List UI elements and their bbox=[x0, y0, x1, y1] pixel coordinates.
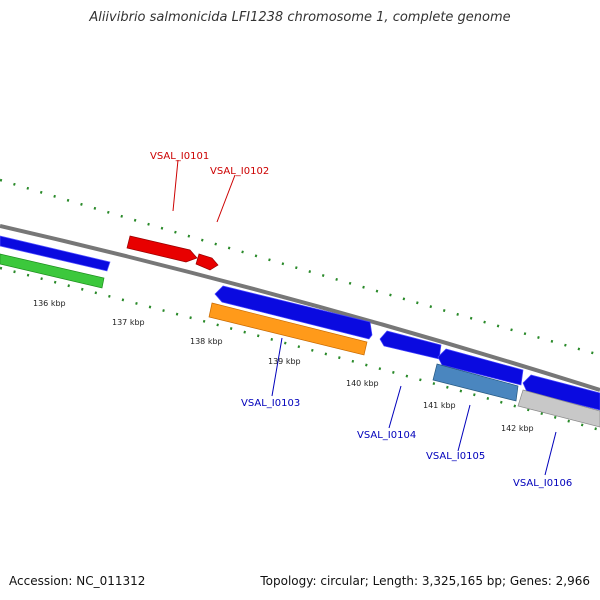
gene-labels: VSAL_I0101 VSAL_I0102 VSAL_I0103 VSAL_I0… bbox=[150, 151, 572, 489]
label-leaders bbox=[172, 159, 557, 476]
gene-vsal-i0104[interactable] bbox=[379, 330, 442, 360]
gene-label-vsal-i0101[interactable]: VSAL_I0101 bbox=[150, 151, 209, 162]
gene-blue-0103[interactable] bbox=[214, 285, 373, 340]
gene-label-vsal-i0102[interactable]: VSAL_I0102 bbox=[210, 166, 269, 177]
gene-vsal-i0105[interactable] bbox=[437, 348, 524, 386]
gene-vsal-i0102[interactable] bbox=[195, 253, 219, 271]
scale-label-136: 136 kbp bbox=[33, 299, 66, 308]
gene-label-vsal-i0104[interactable]: VSAL_I0104 bbox=[357, 430, 416, 441]
gene-prev-green[interactable] bbox=[0, 253, 105, 289]
scale-label-140: 140 kbp bbox=[346, 379, 379, 388]
scale-label-137: 137 kbp bbox=[112, 318, 145, 327]
gene-vsal-i0101[interactable] bbox=[126, 235, 198, 263]
gene-label-vsal-i0103[interactable]: VSAL_I0103 bbox=[241, 398, 300, 409]
accession-text: Accession: NC_011312 bbox=[9, 574, 146, 588]
gene-vsal-i0105-steel[interactable] bbox=[432, 363, 519, 402]
map-title: Aliivibrio salmonicida LFI1238 chromosom… bbox=[89, 10, 511, 25]
scale-label-142: 142 kbp bbox=[501, 424, 534, 433]
gene-vsal-i0103[interactable] bbox=[208, 302, 368, 356]
genome-summary-text: Topology: circular; Length: 3,325,165 bp… bbox=[260, 574, 590, 588]
gene-vsal-i0106-grey[interactable] bbox=[517, 389, 600, 428]
gene-prev-blue[interactable] bbox=[0, 235, 111, 272]
gene-label-vsal-i0106[interactable]: VSAL_I0106 bbox=[513, 478, 572, 489]
backbone-arc bbox=[0, 224, 600, 392]
scale-labels: 136 kbp 137 kbp 138 kbp 139 kbp 140 kbp … bbox=[33, 299, 534, 433]
scale-label-138: 138 kbp bbox=[190, 337, 223, 346]
gene-label-vsal-i0105[interactable]: VSAL_I0105 bbox=[426, 451, 485, 462]
gene-features bbox=[0, 235, 600, 428]
scale-label-139: 139 kbp bbox=[268, 357, 301, 366]
scale-label-141: 141 kbp bbox=[423, 401, 456, 410]
